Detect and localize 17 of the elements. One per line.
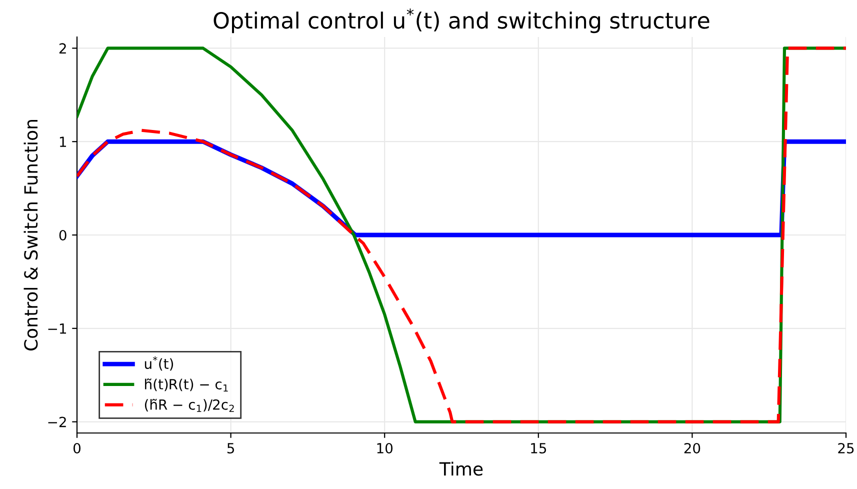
- y-tick-label: 0: [59, 230, 66, 240]
- x-tick-label: 0: [73, 442, 80, 454]
- chart-title: Optimal control u$^{*}$(t) and switching structure: [214, 8, 710, 34]
- x-tick-label: 5: [227, 443, 234, 454]
- x-tick-label: 15: [531, 443, 546, 454]
- x-tick-label: 25: [838, 442, 854, 454]
- y-tick-label: 1: [60, 136, 66, 147]
- x-tick-label: 20: [684, 442, 700, 454]
- y-tick-label: 2: [59, 43, 66, 54]
- legend-label: u$^{*}$(t): [144, 356, 174, 371]
- legend-label: (h̃R − c$_{1}$)/2c$_{2}$: [144, 398, 234, 412]
- legend-label: h̃(t)R(t) − c$_{1}$: [145, 378, 228, 392]
- y-axis-title: Control & Switch Function: [24, 120, 38, 351]
- x-tick-label: 10: [377, 442, 393, 454]
- y-tick-label: −2: [48, 416, 66, 428]
- x-axis-title: Time: [439, 462, 483, 476]
- y-tick-label: −1: [48, 324, 66, 334]
